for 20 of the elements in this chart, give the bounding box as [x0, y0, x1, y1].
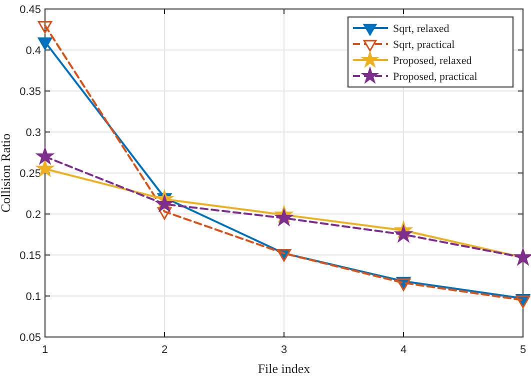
- y-axis-title: Collision Ratio: [0, 133, 13, 213]
- legend-label: Sqrt, practical: [393, 39, 455, 51]
- y-tick-label: 0.25: [20, 168, 41, 180]
- y-tick-label: 0.1: [26, 291, 41, 303]
- x-tick-label: 4: [400, 344, 407, 356]
- y-tick-label: 0.35: [20, 86, 41, 98]
- legend-label: Proposed, practical: [393, 71, 478, 83]
- y-tick-label: 0.15: [20, 250, 41, 262]
- x-tick-label: 2: [161, 344, 168, 356]
- y-tick-label: 0.45: [20, 4, 41, 16]
- x-axis-title: File index: [258, 361, 311, 376]
- x-tick-label: 5: [520, 344, 526, 356]
- y-tick-label: 0.2: [26, 209, 41, 221]
- y-tick-label: 0.3: [26, 127, 41, 139]
- x-tick-label: 3: [280, 344, 288, 356]
- legend-label: Proposed, relaxed: [393, 55, 472, 67]
- y-tick-label: 0.4: [26, 45, 41, 57]
- legend-label: Sqrt, relaxed: [393, 23, 450, 35]
- x-tick-label: 1: [42, 344, 48, 356]
- y-tick-label: 0.05: [20, 332, 41, 344]
